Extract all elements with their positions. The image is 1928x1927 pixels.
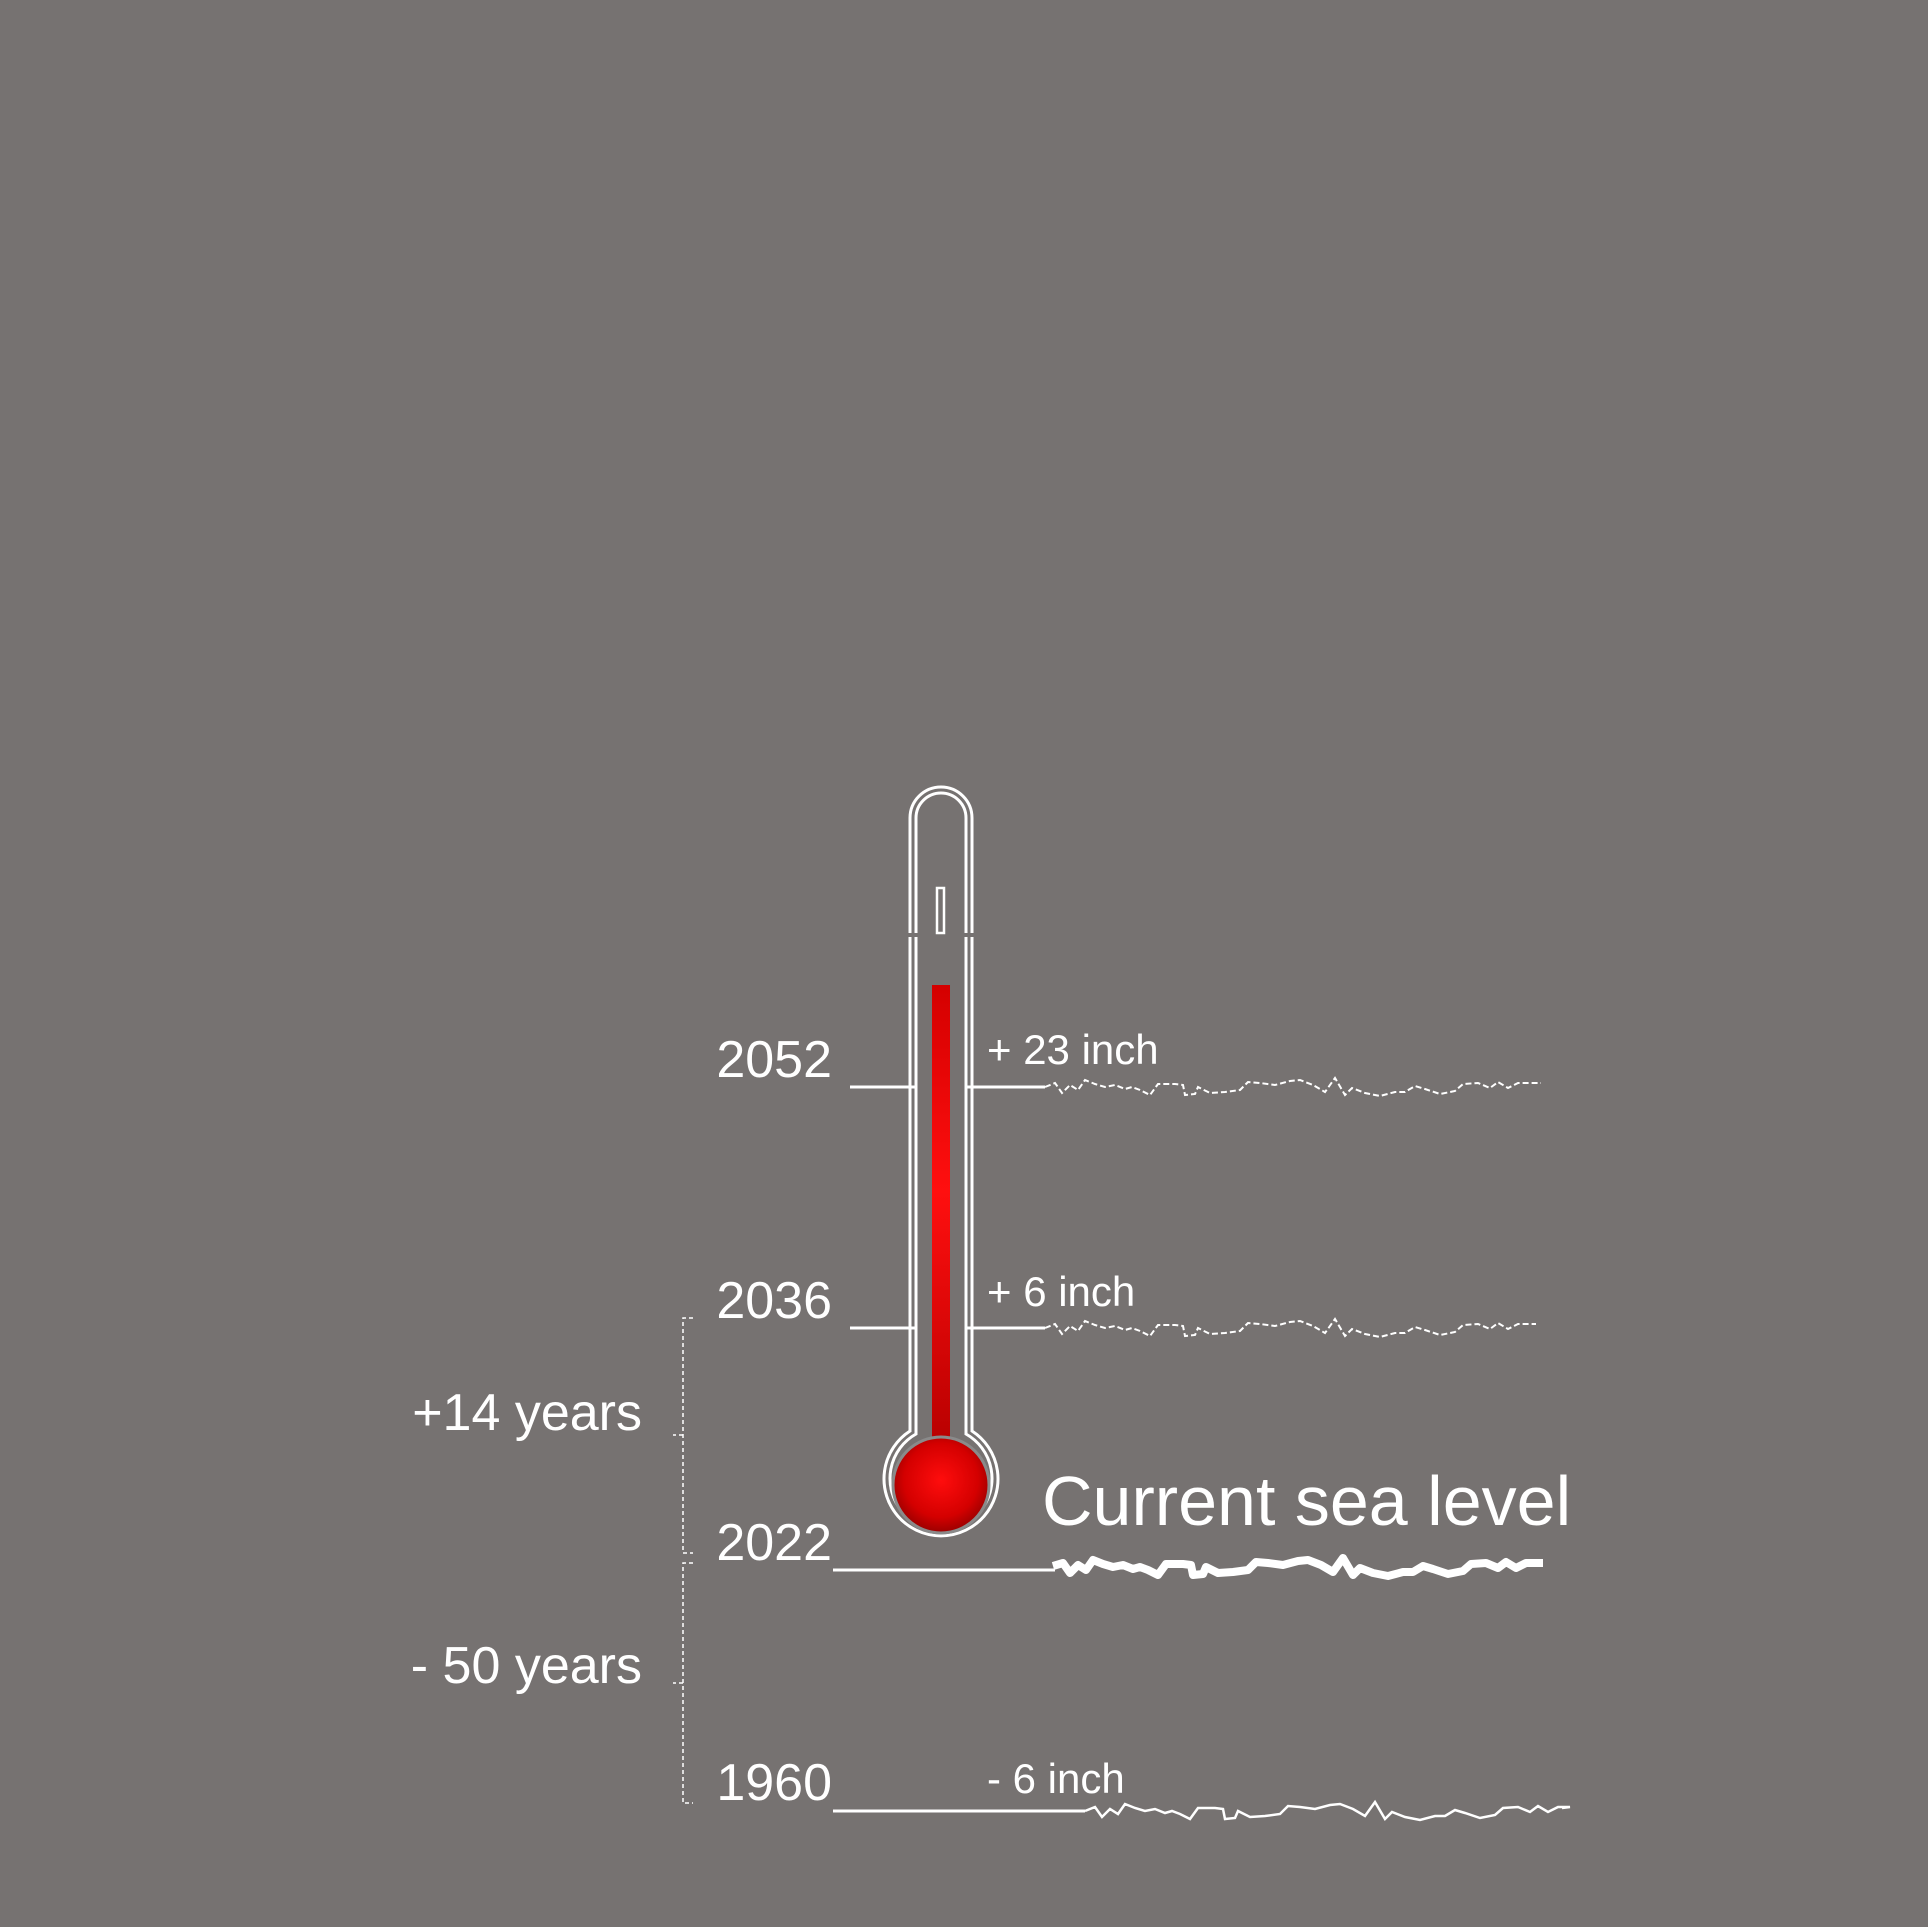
sea-wave-2052 bbox=[1044, 1076, 1541, 1098]
sea-wave-2036 bbox=[1044, 1317, 1536, 1339]
span-label-plus-14: +14 years bbox=[412, 1384, 642, 1442]
year-label-2036: 2036 bbox=[716, 1272, 832, 1330]
change-label-2052: + 23 inch bbox=[987, 1026, 1159, 1073]
sea-wave-1960 bbox=[1084, 1799, 1571, 1822]
mercury-column bbox=[932, 985, 950, 1445]
span-bracket-plus-14 bbox=[682, 1317, 693, 1554]
sea-wave-2022 bbox=[1051, 1554, 1543, 1580]
span-brackets bbox=[673, 1317, 693, 1804]
thermometer-icon bbox=[882, 785, 1000, 1538]
year-label-1960: 1960 bbox=[716, 1754, 832, 1812]
year-label-2052: 2052 bbox=[716, 1031, 832, 1089]
mercury-bulb bbox=[891, 1435, 991, 1535]
span-label-minus-50: - 50 years bbox=[411, 1637, 642, 1695]
span-bracket-minus-50 bbox=[682, 1562, 693, 1804]
change-label-1960: - 6 inch bbox=[987, 1755, 1125, 1802]
year-label-2022: 2022 bbox=[716, 1514, 832, 1572]
change-label-2036: + 6 inch bbox=[987, 1268, 1135, 1315]
current-sea-level-label: Current sea level bbox=[1042, 1462, 1571, 1540]
